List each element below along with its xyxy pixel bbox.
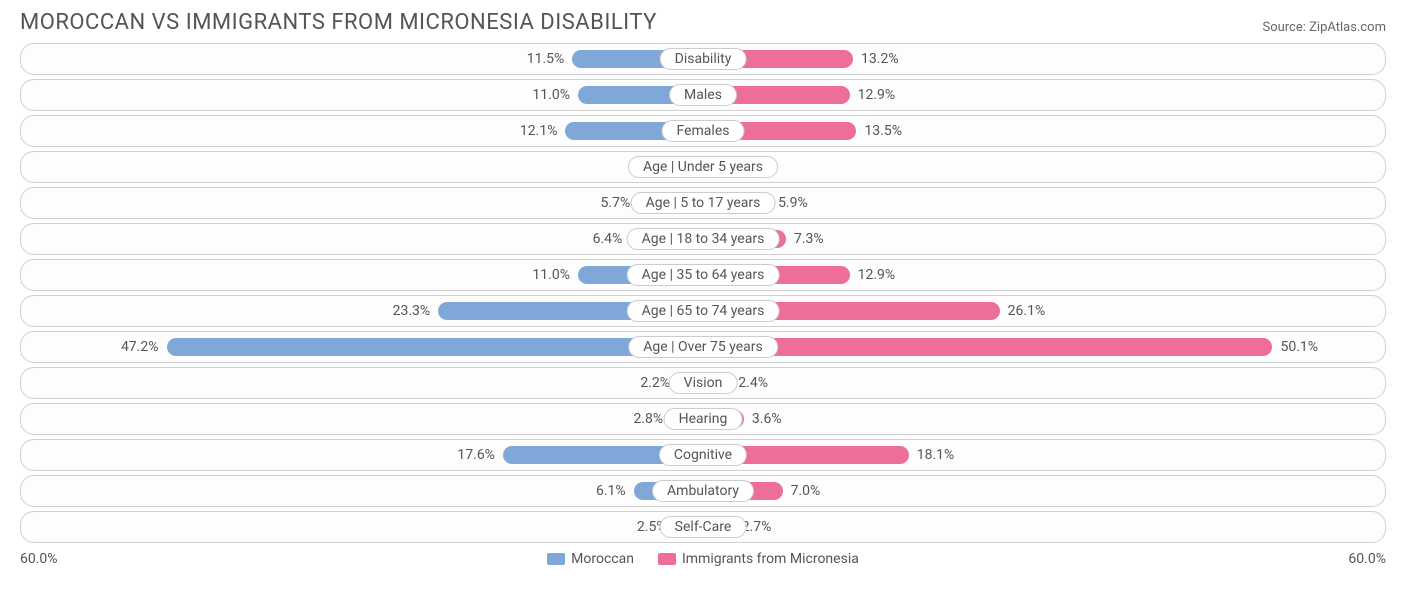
legend-label-left: Moroccan (571, 551, 634, 567)
legend: Moroccan Immigrants from Micronesia (547, 551, 859, 567)
right-value-label: 13.5% (856, 123, 910, 139)
left-value-label: 11.0% (524, 87, 578, 103)
chart-row: 6.1% 7.0% Ambulatory (20, 475, 1386, 507)
row-category-label: Females (662, 120, 745, 142)
chart-row: 23.3% 26.1% Age | 65 to 74 years (20, 295, 1386, 327)
right-value-label: 26.1% (1000, 303, 1054, 319)
row-category-label: Age | 5 to 17 years (631, 192, 776, 214)
right-value-label: 12.9% (850, 87, 904, 103)
row-category-label: Vision (669, 372, 738, 394)
row-category-label: Self-Care (660, 516, 747, 538)
legend-item-right: Immigrants from Micronesia (658, 551, 859, 567)
chart-source: Source: ZipAtlas.com (1262, 20, 1386, 35)
chart-area: 11.5% 13.2% Disability 11.0% 12.9% Males 12.1%… (0, 43, 1406, 543)
row-category-label: Age | Over 75 years (628, 336, 778, 358)
left-bar (167, 338, 704, 356)
right-bar (703, 338, 1272, 356)
chart-row: 6.4% 7.3% Age | 18 to 34 years (20, 223, 1386, 255)
axis-max-right: 60.0% (1348, 551, 1386, 567)
left-value-label: 11.5% (519, 51, 573, 67)
row-category-label: Age | 18 to 34 years (627, 228, 780, 250)
left-value-label: 12.1% (512, 123, 566, 139)
row-category-label: Hearing (664, 408, 743, 430)
chart-footer: 60.0% Moroccan Immigrants from Micronesi… (0, 547, 1406, 567)
right-value-label: 5.9% (770, 195, 816, 211)
row-category-label: Ambulatory (652, 480, 754, 502)
axis-max-left: 60.0% (20, 551, 58, 567)
right-value-label: 7.3% (786, 231, 832, 247)
left-value-label: 11.0% (524, 267, 578, 283)
right-value-label: 12.9% (850, 267, 904, 283)
left-value-label: 47.2% (113, 339, 167, 355)
right-value-label: 13.2% (853, 51, 907, 67)
chart-row: 2.2%2.4%Vision (20, 367, 1386, 399)
chart-title: MOROCCAN VS IMMIGRANTS FROM MICRONESIA D… (20, 10, 657, 35)
chart-header: MOROCCAN VS IMMIGRANTS FROM MICRONESIA D… (0, 0, 1406, 43)
chart-row: 17.6% 18.1% Cognitive (20, 439, 1386, 471)
right-value-label: 7.0% (783, 483, 829, 499)
row-category-label: Age | Under 5 years (628, 156, 778, 178)
chart-row: 11.0% 12.9% Males (20, 79, 1386, 111)
right-value-label: 18.1% (909, 447, 963, 463)
row-category-label: Cognitive (659, 444, 747, 466)
row-category-label: Age | 35 to 64 years (627, 264, 780, 286)
left-value-label: 23.3% (385, 303, 439, 319)
chart-row: 5.7%5.9%Age | 5 to 17 years (20, 187, 1386, 219)
legend-swatch-left (547, 553, 565, 565)
legend-item-left: Moroccan (547, 551, 634, 567)
left-value-label: 6.1% (588, 483, 634, 499)
row-category-label: Age | 65 to 74 years (627, 300, 780, 322)
right-value-label: 50.1% (1272, 339, 1326, 355)
chart-row: 47.2% 50.1% Age | Over 75 years (20, 331, 1386, 363)
legend-label-right: Immigrants from Micronesia (682, 551, 859, 567)
chart-row: 2.8%3.6%Hearing (20, 403, 1386, 435)
row-category-label: Disability (660, 48, 747, 70)
chart-row: 1.2%1.0%Age | Under 5 years (20, 151, 1386, 183)
row-category-label: Males (669, 84, 737, 106)
chart-row: 11.5% 13.2% Disability (20, 43, 1386, 75)
chart-row: 2.5%2.7%Self-Care (20, 511, 1386, 543)
chart-row: 12.1% 13.5% Females (20, 115, 1386, 147)
left-value-label: 6.4% (585, 231, 631, 247)
legend-swatch-right (658, 553, 676, 565)
right-value-label: 3.6% (744, 411, 790, 427)
left-value-label: 17.6% (449, 447, 503, 463)
chart-row: 11.0% 12.9% Age | 35 to 64 years (20, 259, 1386, 291)
